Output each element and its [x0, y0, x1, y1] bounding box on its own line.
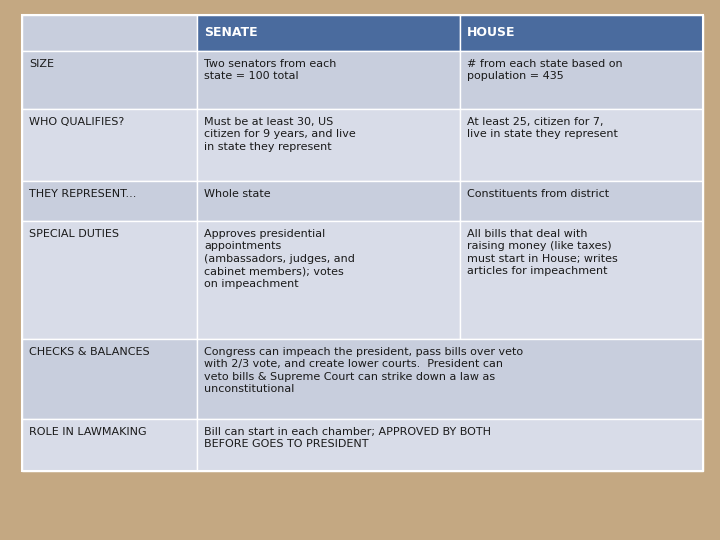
Text: Bill can start in each chamber; APPROVED BY BOTH
BEFORE GOES TO PRESIDENT: Bill can start in each chamber; APPROVED… — [204, 427, 491, 449]
Text: Whole state: Whole state — [204, 189, 271, 199]
Text: Approves presidential
appointments
(ambassadors, judges, and
cabinet members); v: Approves presidential appointments (amba… — [204, 229, 355, 288]
Bar — [460, 109, 703, 181]
Bar — [22, 15, 703, 471]
Text: Congress can impeach the president, pass bills over veto
with 2/3 vote, and crea: Congress can impeach the president, pass… — [204, 347, 523, 394]
Text: At least 25, citizen for 7,
live in state they represent: At least 25, citizen for 7, live in stat… — [467, 117, 618, 139]
Bar — [460, 15, 703, 51]
Text: Constituents from district: Constituents from district — [467, 189, 609, 199]
Text: HOUSE: HOUSE — [467, 26, 516, 39]
Text: SPECIAL DUTIES: SPECIAL DUTIES — [29, 229, 119, 239]
Bar — [460, 51, 703, 109]
Bar — [22, 51, 197, 109]
Text: WHO QUALIFIES?: WHO QUALIFIES? — [29, 117, 125, 127]
Text: All bills that deal with
raising money (like taxes)
must start in House; writes
: All bills that deal with raising money (… — [467, 229, 618, 276]
Bar — [197, 109, 460, 181]
Bar — [22, 339, 197, 419]
Bar — [22, 419, 197, 471]
Bar — [22, 221, 197, 339]
Bar — [22, 181, 197, 221]
Bar — [197, 339, 703, 419]
Text: SENATE: SENATE — [204, 26, 258, 39]
Bar — [197, 419, 703, 471]
Bar — [197, 15, 460, 51]
Text: Must be at least 30, US
citizen for 9 years, and live
in state they represent: Must be at least 30, US citizen for 9 ye… — [204, 117, 356, 152]
Text: THEY REPRESENT...: THEY REPRESENT... — [29, 189, 136, 199]
Bar — [22, 109, 197, 181]
Text: ROLE IN LAWMAKING: ROLE IN LAWMAKING — [29, 427, 147, 437]
Text: CHECKS & BALANCES: CHECKS & BALANCES — [29, 347, 150, 357]
Bar — [460, 221, 703, 339]
Bar — [22, 15, 197, 51]
Bar — [460, 181, 703, 221]
Text: # from each state based on
population = 435: # from each state based on population = … — [467, 59, 623, 82]
Bar — [197, 221, 460, 339]
Bar — [197, 181, 460, 221]
Text: Two senators from each
state = 100 total: Two senators from each state = 100 total — [204, 59, 336, 82]
Text: SIZE: SIZE — [29, 59, 54, 69]
Bar — [197, 51, 460, 109]
